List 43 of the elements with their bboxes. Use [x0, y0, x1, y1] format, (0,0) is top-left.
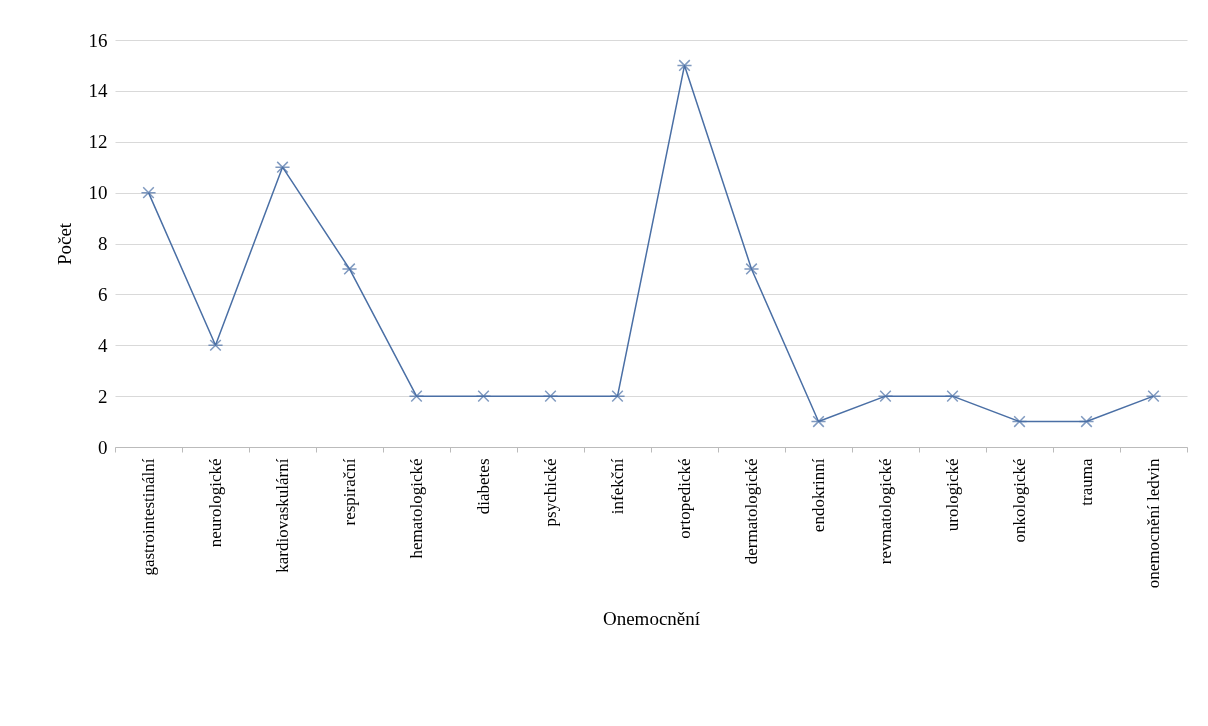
point — [944, 390, 961, 403]
point — [408, 390, 425, 403]
point — [207, 339, 224, 352]
x-axis-title: Onemocnění — [602, 608, 701, 630]
x-tick-label: ortopedické — [675, 458, 694, 539]
x-tick-label: infekční — [608, 458, 627, 515]
point — [1145, 390, 1162, 403]
x-tick-label: trauma — [1077, 458, 1096, 506]
x-tick-label: urologické — [943, 458, 962, 532]
y-tick-label: 12 — [88, 131, 108, 153]
x-tick-label: gastrointestinální — [139, 458, 158, 576]
point — [877, 390, 894, 403]
x-tick-label: hematologické — [407, 458, 426, 559]
x-tick-label: onemocnění ledvin — [1144, 458, 1163, 589]
point — [475, 390, 492, 403]
x-tick-label: neurologické — [206, 458, 225, 548]
x-tick-label: endokrinní — [809, 458, 828, 533]
y-tick-label: 4 — [98, 334, 108, 356]
point — [341, 262, 358, 275]
y-tick-label: 10 — [88, 182, 108, 204]
point — [810, 415, 827, 428]
point — [542, 390, 559, 403]
x-tick-label: revmatologické — [876, 458, 895, 565]
y-axis-title: Počet — [53, 222, 75, 266]
x-tick-label: dermatologické — [742, 458, 761, 565]
x-tick-label: kardiovaskulární — [273, 458, 292, 573]
x-tick-label: onkologické — [1010, 458, 1029, 543]
y-tick-label: 2 — [98, 385, 108, 407]
y-tick-label: 6 — [98, 283, 108, 305]
y-tick-label: 8 — [98, 233, 108, 254]
x-tick-label: respirační — [340, 458, 359, 526]
point — [743, 262, 760, 275]
y-tick-label: 0 — [98, 436, 108, 458]
point — [1078, 415, 1095, 428]
point — [274, 161, 291, 174]
x-tick-label: psychické — [541, 458, 560, 527]
point — [609, 390, 626, 403]
y-tick-label: 14 — [88, 80, 108, 102]
point — [140, 186, 157, 199]
y-tick-label: 16 — [88, 29, 108, 51]
x-tick-label: diabetes — [474, 458, 493, 515]
point — [676, 59, 693, 72]
point — [1011, 415, 1028, 428]
